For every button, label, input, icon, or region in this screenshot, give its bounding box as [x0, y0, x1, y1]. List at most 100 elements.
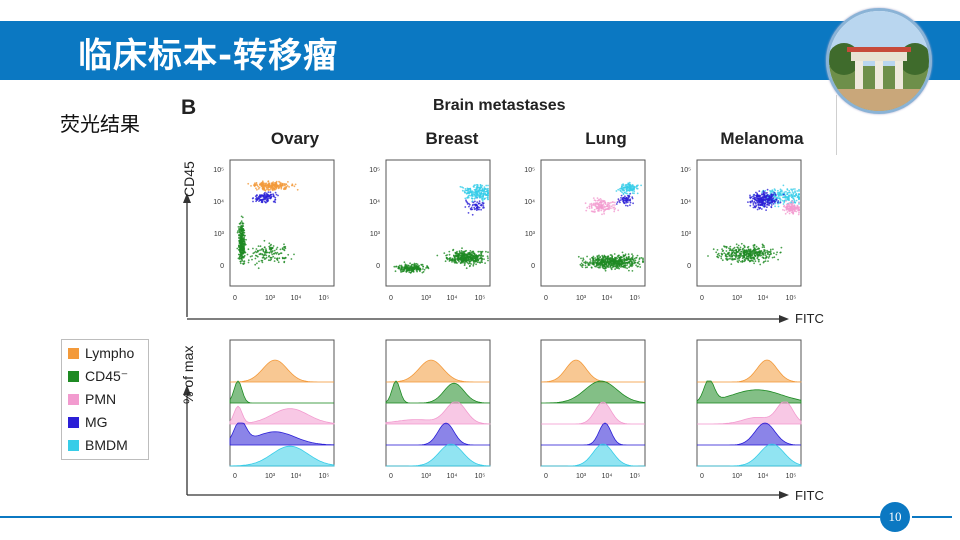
scatter-dot: [627, 253, 630, 256]
scatter-dot: [241, 247, 244, 249]
scatter-dot: [238, 253, 241, 256]
scatter-dot: [482, 207, 484, 209]
scatter-dot: [769, 250, 772, 253]
scatter-dot: [596, 258, 599, 260]
scatter-dot: [617, 198, 620, 200]
scatter-dot: [478, 202, 481, 205]
scatter-dot: [476, 184, 479, 186]
scatter-dot: [267, 186, 269, 188]
scatter-dot: [754, 198, 756, 201]
scatter-dot: [777, 258, 779, 261]
scatter-dot: [762, 253, 765, 255]
legend-label: BMDM: [85, 437, 128, 453]
scatter-dot: [774, 189, 777, 192]
x-tick-label: 10⁴: [602, 295, 613, 302]
scatter-dot: [761, 204, 764, 206]
scatter-dot: [240, 232, 242, 235]
scatter-dot: [737, 244, 740, 247]
scatter-dot: [764, 195, 766, 198]
scatter-dot: [758, 247, 760, 250]
scatter-x-axis-label: FITC: [795, 311, 824, 326]
scatter-dot: [757, 198, 760, 200]
scatter-dot: [274, 185, 277, 188]
scatter-dot: [467, 257, 470, 260]
column-label-lung: Lung: [585, 129, 627, 148]
scatter-dot: [758, 207, 761, 210]
figure-axes: [183, 193, 789, 499]
scatter-dot: [602, 259, 605, 261]
scatter-dot: [736, 255, 738, 257]
scatter-dot: [476, 208, 479, 211]
scatter-dot: [482, 255, 485, 257]
scatter-dot: [626, 194, 629, 197]
scatter-dot: [274, 198, 277, 201]
scatter-dot: [483, 193, 485, 195]
scatter-dot: [757, 206, 760, 209]
scatter-dot: [755, 245, 758, 248]
scatter-dot: [268, 182, 271, 185]
scatter-dot: [239, 262, 242, 265]
scatter-dot: [749, 255, 752, 257]
scatter-dot: [393, 265, 396, 268]
scatter-dot: [598, 208, 601, 210]
scatter-dot: [472, 252, 475, 254]
legend-label: PMN: [85, 391, 117, 407]
scatter-dot: [255, 184, 258, 186]
scatter-dot: [272, 255, 275, 258]
scatter-dot: [268, 247, 271, 249]
scatter-dot: [472, 263, 475, 266]
scatter-dot: [753, 196, 756, 199]
scatter-dot: [597, 209, 600, 212]
scatter-dot: [742, 249, 744, 251]
scatter-dot: [753, 250, 756, 252]
scatter-dot: [792, 202, 794, 205]
scatter-dot: [773, 252, 775, 255]
scatter-dot: [474, 258, 477, 261]
scatter-dot: [792, 201, 794, 204]
scatter-panel: 10⁵ 10⁴ 10³ 0 0 10³ 10⁴ 10⁵: [213, 159, 335, 302]
scatter-dot: [260, 248, 263, 251]
scatter-dot: [724, 253, 727, 256]
legend-label: CD45⁻: [85, 367, 129, 384]
scatter-dot: [278, 187, 280, 189]
scatter-dot: [793, 198, 795, 201]
histogram-curve: [386, 422, 490, 446]
scatter-dot: [783, 199, 786, 202]
scatter-dot: [403, 261, 406, 264]
scatter-dot: [743, 251, 746, 254]
x-tick-label: 10³: [732, 295, 743, 302]
scatter-dot: [642, 257, 644, 260]
scatter-frame: [385, 159, 491, 287]
scatter-dot: [407, 267, 410, 270]
scatter-dot: [626, 258, 629, 261]
scatter-dot: [798, 198, 800, 201]
scatter-dot: [796, 190, 799, 192]
scatter-dot: [636, 254, 639, 257]
scatter-dot: [581, 260, 584, 262]
hist-y-axis-label: % of max: [180, 345, 196, 404]
scatter-dot: [798, 211, 800, 214]
scatter-dot: [482, 202, 485, 204]
scatter-dot: [448, 253, 451, 256]
scatter-dot: [463, 264, 466, 267]
scatter-dot: [771, 256, 774, 259]
scatter-dot: [721, 250, 724, 252]
scatter-dot: [593, 261, 596, 264]
scatter-dot: [767, 199, 770, 202]
scatter-dot: [599, 255, 601, 258]
scatter-dot: [256, 199, 258, 201]
scatter-dot: [589, 258, 592, 260]
scatter-dot: [739, 246, 742, 249]
scatter-dot: [626, 192, 628, 195]
scatter-dot: [479, 187, 482, 189]
scatter-dot: [471, 250, 474, 253]
scatter-dot: [631, 265, 633, 268]
scatter-dot: [779, 192, 782, 195]
scatter-dot: [281, 183, 284, 186]
scatter-dot: [775, 198, 778, 201]
scatter-dot: [770, 204, 773, 206]
scatter-dot: [267, 255, 270, 258]
scatter-dot: [749, 251, 752, 254]
legend-label: MG: [85, 414, 108, 430]
scatter-dot: [475, 263, 477, 266]
